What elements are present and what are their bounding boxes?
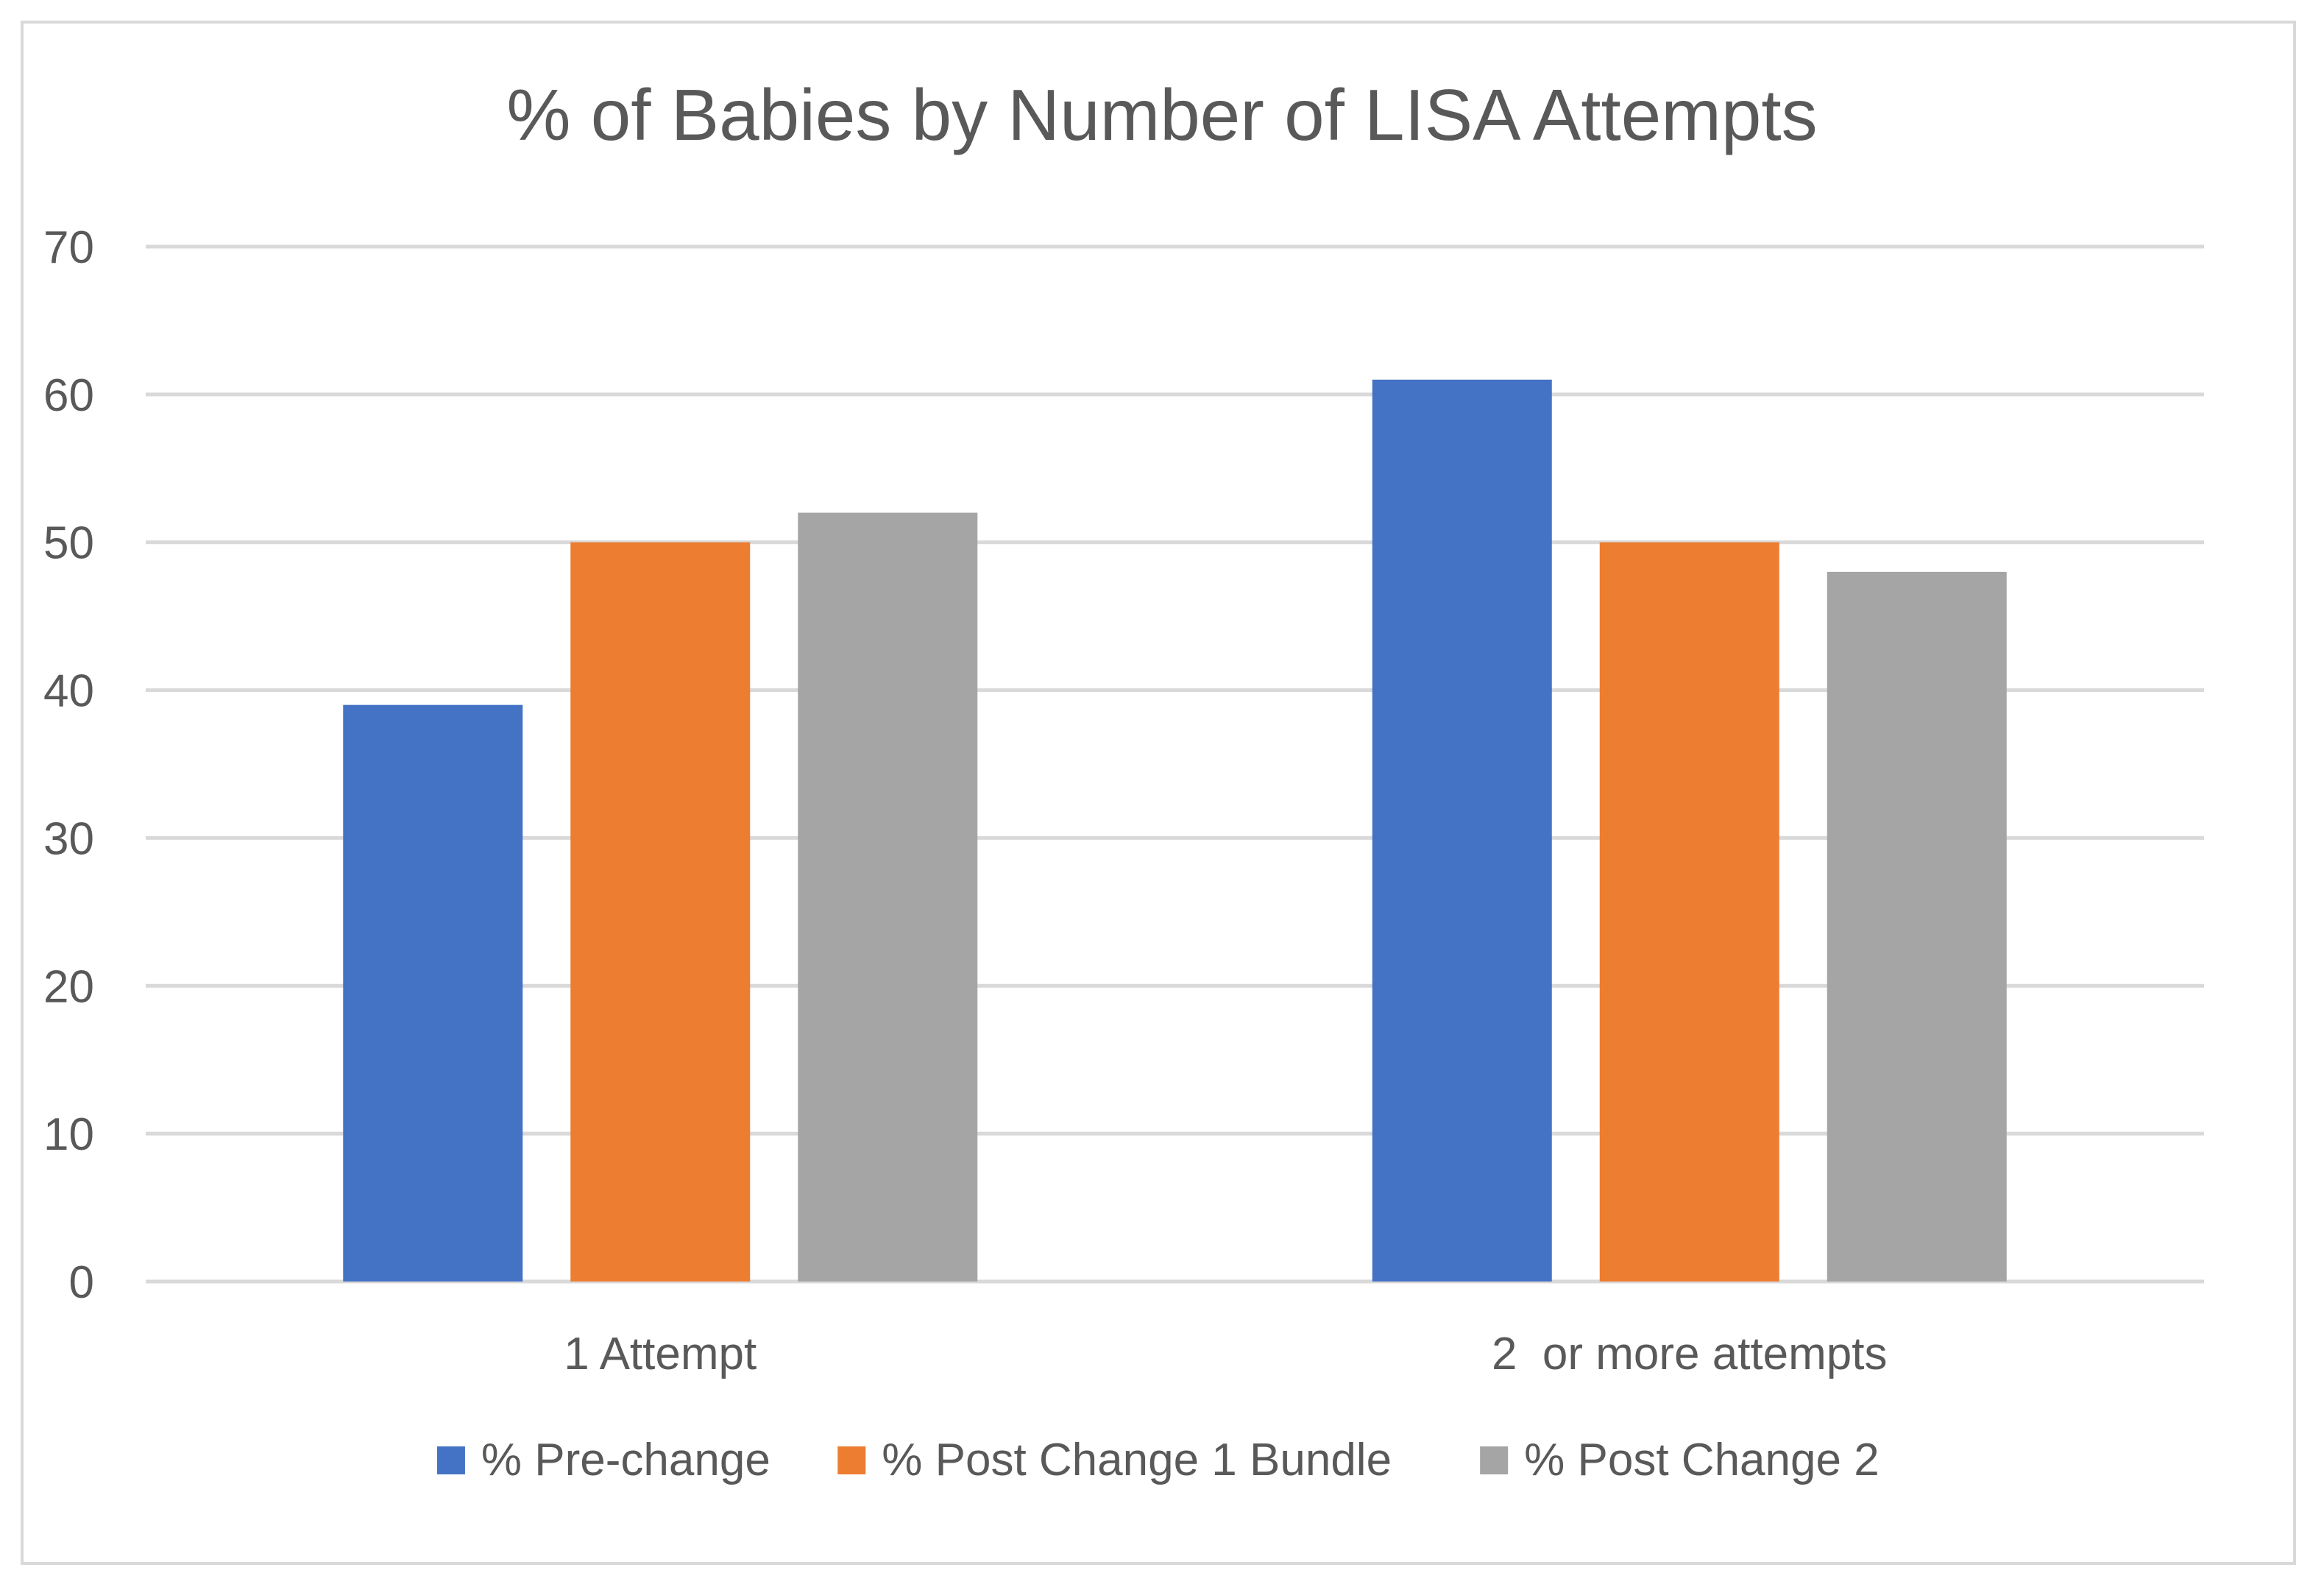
bar xyxy=(343,704,523,1282)
legend: % Pre-change % Post Change 1 Bundle % Post… xyxy=(436,1435,1880,1485)
chart-title: % of Babies by Number of LISA Attempts xyxy=(506,74,1817,155)
y-tick-label: 60 xyxy=(43,370,94,421)
bar xyxy=(570,542,751,1282)
y-tick-label: 30 xyxy=(43,813,94,864)
y-axis-tick-labels: 0 10 20 30 40 50 60 70 xyxy=(43,222,94,1308)
legend-swatch xyxy=(837,1446,866,1474)
y-tick-label: 50 xyxy=(43,518,94,569)
x-category-label: 2 or more attempts xyxy=(1492,1329,1888,1379)
bar xyxy=(1372,379,1552,1282)
legend-swatch xyxy=(436,1446,465,1474)
legend-swatch xyxy=(1480,1446,1509,1474)
y-tick-label: 70 xyxy=(43,222,94,273)
y-tick-label: 10 xyxy=(43,1109,94,1160)
bar xyxy=(798,512,978,1282)
legend-label: % Post Change 1 Bundle xyxy=(882,1435,1392,1485)
x-category-label: 1 Attempt xyxy=(564,1329,757,1379)
bar xyxy=(1599,542,1779,1282)
x-axis-category-labels: 1 Attempt 2 or more attempts xyxy=(564,1329,1887,1379)
bars xyxy=(343,379,2007,1282)
y-tick-label: 20 xyxy=(43,961,94,1012)
bar xyxy=(1827,571,2007,1282)
legend-label: % Post Change 2 xyxy=(1524,1435,1880,1485)
y-tick-label: 40 xyxy=(43,666,94,717)
y-tick-label: 0 xyxy=(69,1257,94,1308)
legend-label: % Pre-change xyxy=(481,1435,770,1485)
